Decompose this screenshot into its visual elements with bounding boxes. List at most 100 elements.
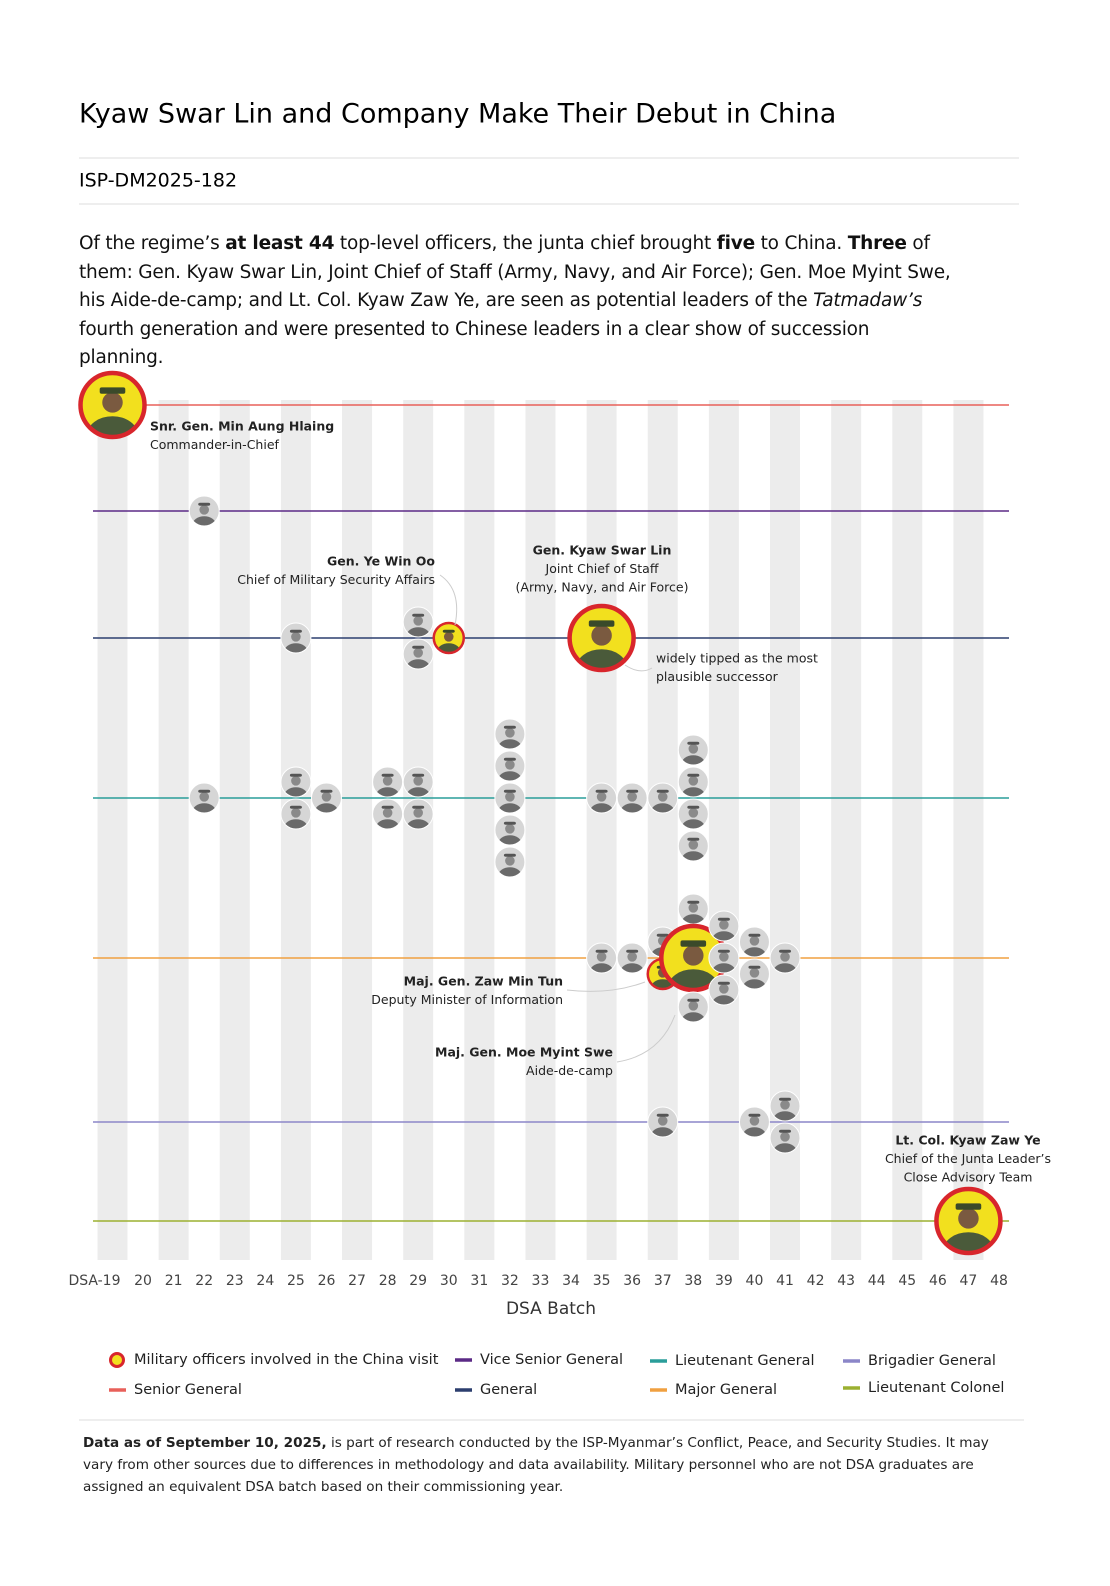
portrait-cap bbox=[442, 629, 455, 633]
portrait bbox=[189, 496, 220, 526]
portrait bbox=[678, 735, 709, 765]
stripe bbox=[403, 400, 434, 1260]
stripe bbox=[525, 400, 556, 1260]
annotation-text: (Army, Navy, and Air Force) bbox=[516, 580, 689, 595]
portrait bbox=[770, 1123, 801, 1153]
x-tick-label: 25 bbox=[287, 1273, 305, 1289]
portrait-head bbox=[688, 776, 699, 786]
portrait-cap bbox=[503, 821, 516, 825]
portrait-head bbox=[780, 1132, 790, 1142]
officer bbox=[280, 798, 312, 830]
officer bbox=[677, 830, 709, 862]
portrait-cap bbox=[503, 853, 516, 857]
x-tick-label: 31 bbox=[470, 1273, 488, 1289]
portrait-cap bbox=[717, 917, 730, 921]
portrait-body bbox=[650, 803, 675, 813]
stripe bbox=[158, 400, 189, 1260]
portrait-cap bbox=[503, 757, 516, 761]
portrait bbox=[678, 992, 709, 1022]
portrait-cap bbox=[626, 949, 639, 953]
portrait-head bbox=[749, 936, 760, 946]
intro-bold: at least 44 bbox=[225, 233, 335, 254]
footer-text: is part of research conducted by the ISP… bbox=[83, 1435, 989, 1495]
officer-ring bbox=[708, 974, 740, 1006]
officer bbox=[708, 974, 740, 1006]
portrait-body bbox=[742, 979, 767, 989]
intro-italic: Tatmadaw’s bbox=[813, 290, 923, 311]
portrait bbox=[708, 943, 739, 973]
portrait-cap bbox=[717, 981, 730, 985]
annotation-name: Gen. Ye Win Oo bbox=[327, 554, 435, 569]
portrait bbox=[494, 815, 525, 845]
portrait-cap bbox=[955, 1203, 982, 1210]
portrait-cap bbox=[687, 741, 700, 745]
portrait-head bbox=[505, 792, 515, 802]
portrait-head bbox=[688, 840, 699, 850]
officer-ring bbox=[647, 1106, 679, 1138]
stripe bbox=[219, 400, 250, 1260]
portrait bbox=[617, 783, 648, 813]
officer bbox=[677, 766, 709, 798]
officer-ring bbox=[586, 782, 618, 814]
portrait bbox=[770, 943, 801, 973]
portrait bbox=[708, 975, 739, 1005]
stripe bbox=[586, 400, 617, 1260]
x-tick-label: 43 bbox=[837, 1273, 855, 1289]
portrait bbox=[403, 767, 434, 797]
x-tick-label: 42 bbox=[807, 1273, 825, 1289]
portrait-head bbox=[688, 1001, 699, 1011]
x-tick-label: 45 bbox=[898, 1273, 916, 1289]
portrait bbox=[280, 799, 311, 829]
officer-ring bbox=[280, 798, 312, 830]
connector bbox=[439, 574, 458, 626]
officer-ring bbox=[738, 1106, 770, 1138]
portrait-body bbox=[283, 787, 308, 797]
officer-ring bbox=[708, 910, 740, 942]
portrait bbox=[372, 767, 403, 797]
portrait-cap bbox=[656, 789, 669, 793]
annotation-text: Close Advisory Team bbox=[904, 1170, 1033, 1185]
legend-label: Senior General bbox=[134, 1382, 242, 1398]
x-tick-label: 36 bbox=[623, 1273, 641, 1289]
officer-ring bbox=[677, 766, 709, 798]
officer bbox=[280, 622, 312, 654]
officer-ring bbox=[78, 370, 147, 440]
portrait-head bbox=[683, 945, 704, 966]
officer bbox=[188, 495, 220, 527]
officer bbox=[372, 766, 404, 798]
x-tick-label: 40 bbox=[746, 1273, 764, 1289]
officer-ring bbox=[677, 991, 709, 1023]
portrait-cap bbox=[289, 629, 302, 633]
intro-text: fourth generation and were presented to … bbox=[79, 318, 870, 369]
x-tick-label: 39 bbox=[715, 1273, 733, 1289]
legend-visit-marker bbox=[109, 1352, 125, 1368]
legend-label: Major General bbox=[675, 1382, 777, 1398]
legend: Military officers involved in the China … bbox=[109, 1352, 1004, 1398]
portrait-head bbox=[958, 1208, 979, 1229]
portrait-head bbox=[780, 952, 790, 962]
officer-ring bbox=[567, 603, 636, 673]
portrait-head bbox=[291, 632, 301, 642]
portrait-body bbox=[681, 1012, 706, 1022]
officer bbox=[677, 734, 709, 766]
officer bbox=[402, 638, 434, 670]
portrait-body bbox=[192, 803, 217, 813]
stripe bbox=[342, 400, 373, 1260]
portrait-head bbox=[657, 1116, 668, 1126]
portrait bbox=[372, 799, 403, 829]
portrait-cap bbox=[503, 789, 516, 793]
portrait-body bbox=[406, 659, 431, 669]
portrait bbox=[189, 783, 220, 813]
portrait-head bbox=[505, 760, 515, 770]
portrait-body bbox=[314, 803, 339, 813]
officer bbox=[677, 893, 709, 925]
portrait-cap bbox=[595, 789, 608, 793]
officer bbox=[586, 782, 618, 814]
portrait-cap bbox=[99, 387, 126, 394]
officer-ring bbox=[494, 846, 526, 878]
intro-text: to China. bbox=[754, 233, 848, 254]
annotation-text: Commander-in-Chief bbox=[150, 437, 280, 452]
officer bbox=[494, 846, 526, 878]
officer-ring bbox=[372, 766, 404, 798]
portrait-head bbox=[719, 984, 729, 994]
